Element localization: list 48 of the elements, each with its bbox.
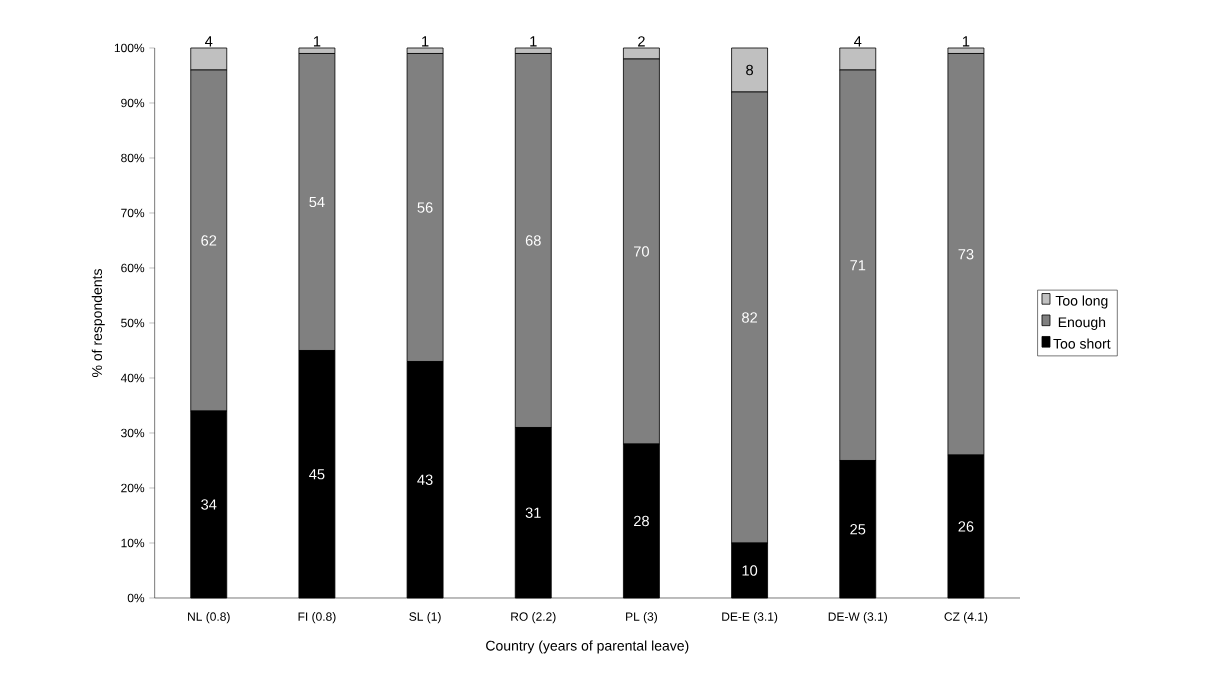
x-tick-label: CZ (4.1) <box>944 612 988 624</box>
data-label: 43 <box>417 474 433 485</box>
data-label: 56 <box>417 202 433 213</box>
data-label: 1 <box>313 36 321 47</box>
y-tick-label: 30% <box>121 428 145 438</box>
data-label: 4 <box>854 36 862 47</box>
data-label: 71 <box>850 260 866 271</box>
data-label: 28 <box>634 515 649 527</box>
y-tick-label: 40% <box>120 373 145 383</box>
y-tick-label: 80% <box>121 153 145 163</box>
y-axis-title: % of respondents <box>91 269 105 377</box>
data-label: 1 <box>962 36 970 47</box>
y-tick-label: 60% <box>121 263 145 273</box>
y-tick-label: 90% <box>121 98 145 108</box>
x-tick-label: RO (2.2) <box>511 612 556 624</box>
x-tick-label: NL (0.8) <box>188 612 230 624</box>
y-tick-label: 50% <box>121 318 145 328</box>
x-tick-label: DE-W (3.1) <box>828 612 888 624</box>
data-label: 25 <box>850 524 866 535</box>
legend-label: Too long <box>1055 295 1108 309</box>
x-tick-label: FI (0.8) <box>298 612 336 624</box>
x-tick-label: SL (1) <box>409 612 441 624</box>
x-tick-label: DE-E (3.1) <box>722 612 778 624</box>
data-label: 26 <box>958 521 974 532</box>
data-label: 45 <box>309 469 325 480</box>
y-tick-label: 100% <box>114 43 145 53</box>
data-label: 68 <box>525 235 541 246</box>
data-label: 10 <box>742 565 758 576</box>
data-label: 2 <box>638 36 645 47</box>
data-label: 73 <box>958 249 974 260</box>
legend-label: Enough <box>1058 316 1106 330</box>
data-label: 62 <box>201 235 217 246</box>
data-label: 82 <box>742 312 758 323</box>
y-tick-label: 10% <box>121 538 145 548</box>
legend-label: Too short <box>1053 338 1111 349</box>
data-label: 8 <box>746 64 754 76</box>
y-tick-label: 20% <box>121 483 145 493</box>
y-tick-label: 70% <box>121 208 145 218</box>
data-label: 4 <box>205 36 213 47</box>
data-label: 1 <box>422 36 429 47</box>
y-tick-label: 0% <box>127 593 145 603</box>
data-label: 34 <box>201 499 217 510</box>
data-label: 1 <box>530 36 537 47</box>
data-label: 31 <box>525 507 541 518</box>
data-label: 54 <box>309 196 325 208</box>
x-tick-label: PL (3) <box>626 612 658 624</box>
x-axis-title: Country (years of parental leave) <box>486 640 689 654</box>
data-label: 70 <box>634 246 649 257</box>
